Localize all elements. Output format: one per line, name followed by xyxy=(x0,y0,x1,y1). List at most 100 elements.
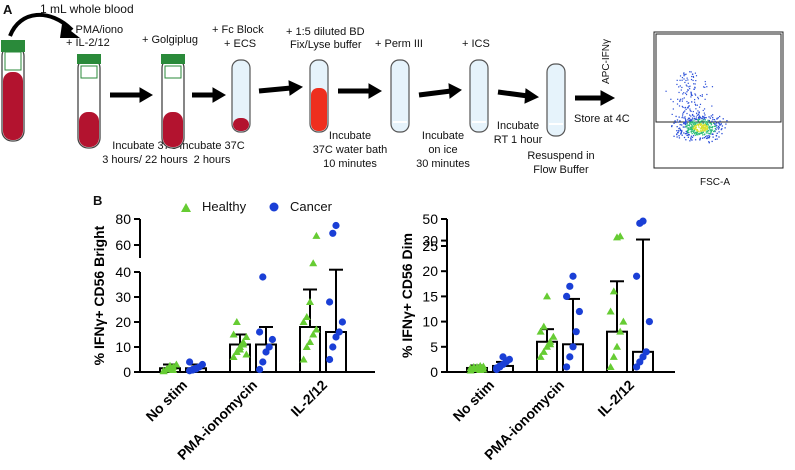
flow-dot xyxy=(704,121,707,123)
data-point-healthy xyxy=(616,327,625,335)
x-tick-label: IL-2/12 xyxy=(287,377,330,420)
data-point-healthy xyxy=(543,292,551,300)
flow-dot xyxy=(676,103,679,105)
flow-dot xyxy=(694,123,697,126)
flow-dot xyxy=(705,126,707,128)
flow-dot xyxy=(693,133,696,135)
flow-dot xyxy=(690,78,693,81)
data-point-cancer xyxy=(198,360,206,369)
flow-dot xyxy=(698,118,701,121)
data-point-healthy xyxy=(549,332,558,340)
flow-dot xyxy=(696,122,698,124)
flow-dot xyxy=(687,124,689,126)
flow-dot xyxy=(678,105,681,107)
flow-dot xyxy=(684,133,687,135)
flow-dot xyxy=(706,86,708,88)
flow-dot xyxy=(690,122,692,124)
y-tick-label: 30 xyxy=(422,233,438,249)
flow-dot xyxy=(697,98,700,100)
flow-dot xyxy=(687,117,690,119)
flow-dot xyxy=(683,117,685,119)
flow-dot xyxy=(697,114,700,116)
flow-dot xyxy=(700,131,703,133)
flow-dot xyxy=(678,135,680,137)
flow-dot xyxy=(689,110,691,112)
flow-dot xyxy=(686,85,688,87)
data-point-healthy xyxy=(309,330,318,338)
start-label: 1 mL whole blood xyxy=(40,2,134,16)
flow-dot xyxy=(686,123,688,125)
flow-dot xyxy=(716,122,718,124)
flow-dot xyxy=(685,130,687,133)
data-point-cancer xyxy=(566,282,574,290)
flow-dot xyxy=(714,122,716,125)
y-axis-label: % IFNγ+ CD56 Bright xyxy=(91,225,107,365)
flow-dot xyxy=(710,122,712,124)
flow-dot xyxy=(684,81,686,84)
flow-dot xyxy=(717,117,719,119)
flow-dot xyxy=(692,127,694,129)
flow-dot xyxy=(686,77,688,79)
flow-dot xyxy=(695,128,697,130)
flow-dot xyxy=(679,85,681,87)
flow-dot xyxy=(703,108,706,110)
flow-dot xyxy=(687,127,690,129)
flow-dot xyxy=(712,133,714,135)
data-point-cancer xyxy=(329,229,337,237)
flow-dot xyxy=(671,113,673,116)
flow-dot xyxy=(691,119,693,121)
flow-dot xyxy=(690,93,693,96)
flow-dot xyxy=(702,120,704,122)
step1-bottom2: 3 hours/ 22 hours xyxy=(102,154,188,166)
flow-dot xyxy=(707,129,710,132)
flow-dot xyxy=(706,135,708,137)
data-point-healthy xyxy=(306,298,314,305)
flow-x-label: FSC-A xyxy=(700,177,730,188)
flow-dot xyxy=(714,130,716,132)
data-point-cancer xyxy=(256,365,264,374)
flow-dot xyxy=(704,123,706,125)
flow-dot xyxy=(670,98,672,100)
flow-dot xyxy=(706,126,708,128)
flow-dot xyxy=(708,127,710,129)
flow-dot xyxy=(684,121,687,123)
flow-dot xyxy=(686,127,688,129)
y-tick-label: 15 xyxy=(422,288,438,304)
curved-arrow-head xyxy=(60,24,80,38)
flow-dot xyxy=(685,139,687,141)
data-point-healthy xyxy=(229,353,238,360)
flow-dot xyxy=(707,124,709,126)
y-tick-label: 40 xyxy=(115,264,131,280)
y-tick-label: 0 xyxy=(430,364,438,380)
flow-dot xyxy=(679,124,681,126)
y-tick-label: 10 xyxy=(115,339,131,355)
flow-dot xyxy=(682,106,684,109)
step4-bottom: Incubate xyxy=(328,130,372,142)
flow-dot xyxy=(683,73,685,75)
flow-dot xyxy=(691,139,693,141)
flow-dot xyxy=(726,119,728,122)
flow-dot xyxy=(694,127,697,129)
data-point-healthy xyxy=(312,231,321,239)
flow-dot xyxy=(683,122,685,125)
tube-ics xyxy=(469,59,489,133)
flow-dot xyxy=(699,138,701,140)
flow-dot xyxy=(696,131,698,134)
flow-dot xyxy=(712,130,715,133)
flow-dot xyxy=(698,133,701,135)
flow-dot xyxy=(703,117,705,119)
flow-dot xyxy=(702,86,705,88)
flow-dot xyxy=(695,118,697,120)
flow-dot xyxy=(714,130,716,133)
flow-dot xyxy=(709,133,712,135)
flow-dot xyxy=(693,129,696,131)
data-point-healthy xyxy=(609,287,618,295)
y-tick-label: 25 xyxy=(422,238,438,254)
flow-dot xyxy=(687,129,690,131)
flow-dot xyxy=(678,91,680,94)
data-point-healthy xyxy=(312,325,321,333)
flow-dot xyxy=(689,108,691,110)
flow-dot xyxy=(679,128,682,130)
flow-dot xyxy=(693,128,695,130)
